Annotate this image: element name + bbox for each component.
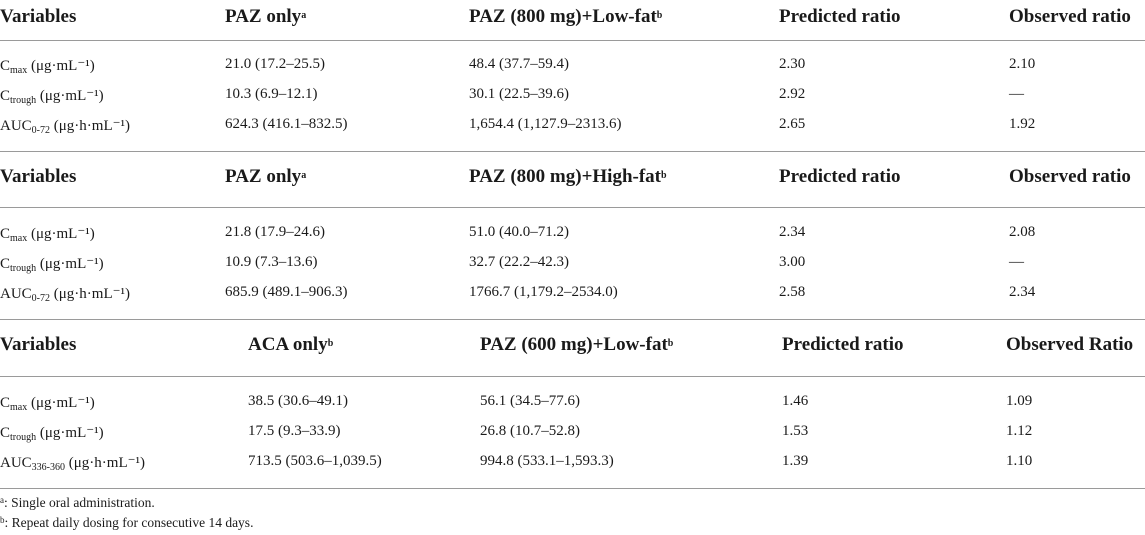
cell-value: 51.0 (40.0–71.2) (469, 224, 569, 240)
cell-value: 26.8 (10.7–52.8) (480, 423, 580, 439)
cell-value: 32.7 (22.2–42.3) (469, 254, 569, 270)
row-variable: AUC336-360 (μg·h·mL⁻¹) (0, 455, 146, 473)
cell-value: 2.10 (1009, 56, 1036, 72)
cell-value: 3.00 (779, 254, 806, 270)
row-variable: AUC0-72 (μg·h·mL⁻¹) (0, 286, 131, 304)
cell-value: 2.30 (779, 56, 806, 72)
cell-value: 713.5 (503.6–1,039.5) (248, 453, 382, 469)
header-variables: Variables (0, 166, 77, 187)
cell-value: 1766.7 (1,179.2–2534.0) (469, 284, 618, 300)
cell-value: 56.1 (34.5–77.6) (480, 393, 580, 409)
table-row: Ctrough (μg·mL⁻¹) 17.5 (9.3–33.9) 26.8 (… (0, 420, 1145, 446)
cell-value: — (1009, 86, 1024, 102)
table-row: Ctrough (μg·mL⁻¹) 10.9 (7.3–13.6) 32.7 (… (0, 251, 1145, 277)
cell-value: 2.08 (1009, 224, 1036, 240)
cell-value: 1.09 (1006, 393, 1033, 409)
table-row: Cmax (μg·mL⁻¹) 21.8 (17.9–24.6) 51.0 (40… (0, 221, 1145, 247)
cell-value: 624.3 (416.1–832.5) (225, 116, 348, 132)
cell-value: 685.9 (489.1–906.3) (225, 284, 348, 300)
header-paz-600-lowfat: PAZ (600 mg)+Low-fatb (480, 334, 674, 355)
row-variable: Cmax (μg·mL⁻¹) (0, 226, 95, 244)
header-predicted-ratio: Predicted ratio (779, 166, 901, 187)
cell-value: — (1009, 254, 1024, 270)
cell-value: 2.34 (779, 224, 806, 240)
row-variable: Ctrough (μg·mL⁻¹) (0, 88, 104, 106)
header-predicted-ratio: Predicted ratio (779, 6, 901, 27)
cell-value: 1.92 (1009, 116, 1036, 132)
table-row: Ctrough (μg·mL⁻¹) 10.3 (6.9–12.1) 30.1 (… (0, 83, 1145, 109)
table-row: Cmax (μg·mL⁻¹) 38.5 (30.6–49.1) 56.1 (34… (0, 390, 1145, 416)
header-paz-800-lowfat: PAZ (800 mg)+Low-fatb (469, 6, 663, 27)
cell-value: 1.46 (782, 393, 809, 409)
row-variable: Cmax (μg·mL⁻¹) (0, 395, 95, 413)
header-observed-ratio: Observed Ratio (1006, 334, 1134, 355)
cell-value: 21.0 (17.2–25.5) (225, 56, 325, 72)
cell-value: 30.1 (22.5–39.6) (469, 86, 569, 102)
header-paz-only: PAZ onlya (225, 166, 307, 187)
cell-value: 2.65 (779, 116, 806, 132)
row-variable: AUC0-72 (μg·h·mL⁻¹) (0, 118, 131, 136)
cell-value: 17.5 (9.3–33.9) (248, 423, 341, 439)
cell-value: 38.5 (30.6–49.1) (248, 393, 348, 409)
table-row: AUC336-360 (μg·h·mL⁻¹) 713.5 (503.6–1,03… (0, 450, 1145, 476)
header-observed-ratio: Observed ratio (1009, 6, 1131, 27)
rule-sec3-header (0, 376, 1145, 377)
cell-value: 10.9 (7.3–13.6) (225, 254, 318, 270)
table-row: AUC0-72 (μg·h·mL⁻¹) 685.9 (489.1–906.3) … (0, 281, 1145, 307)
row-variable: Cmax (μg·mL⁻¹) (0, 58, 95, 76)
cell-value: 1,654.4 (1,127.9–2313.6) (469, 116, 622, 132)
footnote-b: b: Repeat daily dosing for consecutive 1… (0, 514, 254, 530)
cell-value: 994.8 (533.1–1,593.3) (480, 453, 614, 469)
header-variables: Variables (0, 6, 77, 27)
header-observed-ratio: Observed ratio (1009, 166, 1131, 187)
section-1-header: Variables PAZ onlya PAZ (800 mg)+Low-fat… (0, 0, 1145, 40)
table-row: Cmax (μg·mL⁻¹) 21.0 (17.2–25.5) 48.4 (37… (0, 53, 1145, 79)
header-aca-only: ACA onlyb (248, 334, 334, 355)
cell-value: 1.53 (782, 423, 809, 439)
row-variable: Ctrough (μg·mL⁻¹) (0, 256, 104, 274)
rule-sec2-end (0, 319, 1145, 320)
cell-value: 21.8 (17.9–24.6) (225, 224, 325, 240)
rule-sec1-end (0, 151, 1145, 152)
header-predicted-ratio: Predicted ratio (782, 334, 904, 355)
section-3-header: Variables ACA onlyb PAZ (600 mg)+Low-fat… (0, 328, 1145, 368)
footnote-a: a: Single oral administration. (0, 494, 155, 510)
cell-value: 10.3 (6.9–12.1) (225, 86, 318, 102)
header-variables: Variables (0, 334, 77, 355)
cell-value: 2.34 (1009, 284, 1036, 300)
cell-value: 1.39 (782, 453, 809, 469)
row-variable: Ctrough (μg·mL⁻¹) (0, 425, 104, 443)
header-paz-only: PAZ onlya (225, 6, 307, 27)
section-2-header: Variables PAZ onlya PAZ (800 mg)+High-fa… (0, 160, 1145, 200)
header-paz-800-highfat: PAZ (800 mg)+High-fatb (469, 166, 667, 187)
rule-table-end (0, 488, 1145, 489)
cell-value: 48.4 (37.7–59.4) (469, 56, 569, 72)
rule-sec1-header (0, 40, 1145, 41)
cell-value: 1.12 (1006, 423, 1033, 439)
table-row: AUC0-72 (μg·h·mL⁻¹) 624.3 (416.1–832.5) … (0, 113, 1145, 139)
cell-value: 2.92 (779, 86, 806, 102)
cell-value: 2.58 (779, 284, 806, 300)
cell-value: 1.10 (1006, 453, 1033, 469)
rule-sec2-header (0, 207, 1145, 208)
